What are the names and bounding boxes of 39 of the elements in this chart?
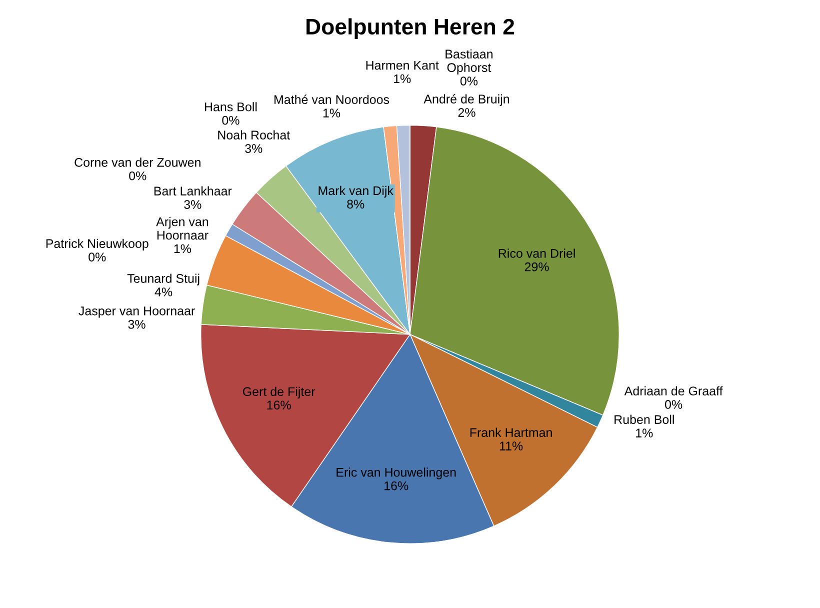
- slice-label: Rico van Driel: [498, 248, 575, 258]
- slice-label: Mark van Dijk: [318, 186, 394, 198]
- slice-label: Bart Lankhaar: [154, 186, 232, 196]
- data-label: 16%: [267, 400, 291, 410]
- text: 0%: [222, 116, 240, 125]
- data-label: 8%: [347, 200, 364, 209]
- slice-label: Eric van Houwelingen: [336, 468, 456, 480]
- category-label: Corne van der Zouwen: [74, 158, 200, 167]
- category-label: Bastiaan Ophorst: [446, 49, 492, 74]
- slice-label: Arjen van Hoornaar: [156, 217, 208, 240]
- data-label: 11%: [500, 442, 523, 450]
- data-label: 1%: [323, 108, 340, 118]
- data-label: 3%: [184, 200, 202, 209]
- data-label: 2%: [458, 108, 476, 117]
- category-label: Adriaan de Graaff: [624, 386, 723, 396]
- category-label: Hans Boll: [205, 102, 257, 112]
- category-label: Patrick Nieuwkoop: [46, 238, 148, 250]
- text: 0%: [460, 76, 478, 86]
- slice-label: Jasper van Hoornaar: [78, 306, 195, 318]
- text: 0%: [665, 400, 682, 409]
- data-label: 16%: [384, 481, 408, 490]
- slice-label: Noah Rochat: [218, 130, 290, 140]
- text: 0%: [129, 171, 146, 180]
- slice-label: Harmen Kant: [366, 60, 439, 70]
- chart-title: Doelpunten Heren 2: [306, 18, 514, 39]
- slice-label: André de Bruijn: [424, 94, 510, 106]
- slice-label: Teunard Stuij: [127, 274, 200, 286]
- data-label: 1%: [636, 428, 653, 438]
- data-label: 3%: [245, 144, 262, 153]
- slice-label: Ruben Boll: [614, 414, 674, 424]
- slice-label: Frank Hartman: [470, 428, 552, 437]
- slice-label: Gert de Fijter: [242, 386, 316, 399]
- data-label: 4%: [154, 288, 172, 296]
- text: 0%: [88, 252, 106, 262]
- data-label: 3%: [128, 320, 146, 329]
- slice-label: Mathé van Noordoos: [274, 94, 390, 104]
- data-label: 1%: [394, 74, 411, 84]
- data-label: 1%: [174, 244, 192, 254]
- data-label: 29%: [524, 262, 549, 272]
